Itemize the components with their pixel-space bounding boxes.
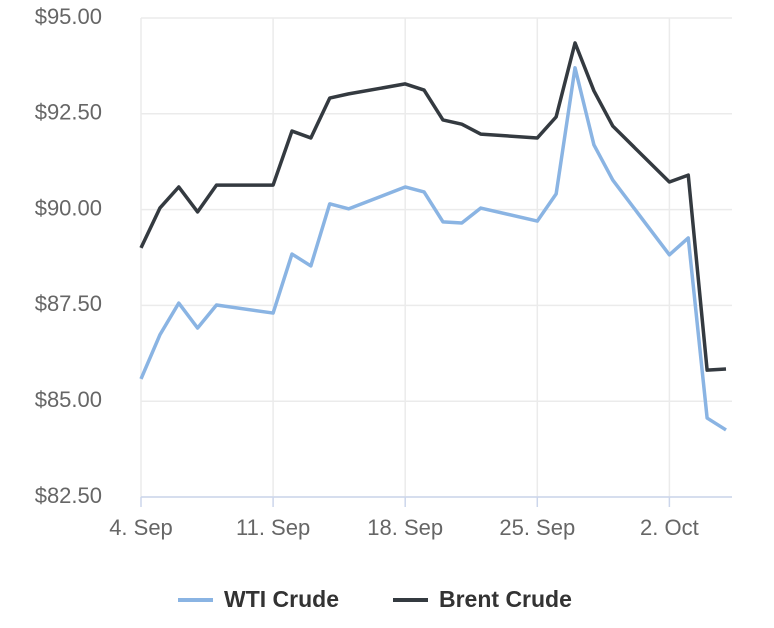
x-tick-label: 11. Sep	[236, 515, 310, 540]
legend-item: WTI Crude	[178, 586, 339, 612]
data-line	[139, 41, 727, 372]
legend-item: Brent Crude	[393, 586, 572, 612]
y-tick-label: $90.00	[35, 195, 102, 220]
x-tick-label: 18. Sep	[367, 515, 443, 540]
y-tick-label: $82.50	[35, 483, 102, 508]
y-tick-label: $92.50	[35, 100, 102, 125]
x-tick-label: 2. Oct	[640, 515, 699, 540]
y-tick-label: $95.00	[35, 4, 102, 29]
legend-label: WTI Crude	[224, 586, 339, 612]
x-tick-label: 25. Sep	[499, 515, 575, 540]
data-line	[139, 66, 727, 432]
y-tick-label: $85.00	[35, 387, 102, 412]
legend-label: Brent Crude	[439, 586, 572, 612]
x-tick-label: 4. Sep	[109, 515, 173, 540]
y-tick-label: $87.50	[35, 291, 102, 316]
